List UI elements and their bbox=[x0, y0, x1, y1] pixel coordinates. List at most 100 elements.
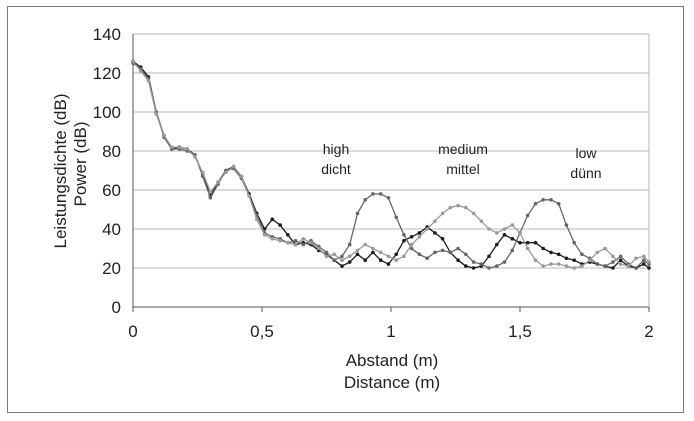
series-3-point bbox=[603, 246, 607, 251]
y-axis-title-en: Power (dB) bbox=[71, 121, 90, 206]
series-3-point bbox=[518, 231, 522, 235]
series-2-point bbox=[618, 254, 623, 259]
series-2-point bbox=[502, 260, 507, 264]
series-3-point bbox=[347, 254, 352, 259]
series-3-point bbox=[169, 145, 174, 149]
series-3-point bbox=[402, 254, 406, 259]
series-3-point bbox=[262, 233, 267, 237]
series-1-point bbox=[642, 262, 646, 266]
series-2-point bbox=[371, 192, 375, 196]
series-1-point bbox=[564, 256, 569, 261]
series-2-point bbox=[440, 248, 445, 253]
series-2-point bbox=[301, 242, 306, 247]
series-3-point bbox=[317, 246, 321, 251]
series-3-point bbox=[647, 260, 651, 264]
series-3-point bbox=[541, 264, 545, 268]
series-3-point bbox=[525, 246, 530, 251]
annotation-dicht: dicht bbox=[321, 161, 351, 177]
series-2-point bbox=[479, 262, 484, 266]
series-2-point bbox=[293, 238, 298, 243]
series-3-point bbox=[193, 155, 197, 159]
y-tick-label: 120 bbox=[93, 64, 121, 83]
series-group bbox=[131, 59, 651, 270]
series-1-point bbox=[440, 237, 445, 241]
series-2-point bbox=[386, 196, 391, 200]
series-1-point bbox=[495, 242, 499, 247]
series-3-point bbox=[595, 250, 600, 255]
series-2-point bbox=[556, 201, 561, 206]
annotation-high: high bbox=[323, 141, 349, 157]
series-3-point bbox=[572, 266, 576, 270]
series-3-point bbox=[324, 254, 329, 259]
series-1-point bbox=[533, 240, 538, 245]
annotation-low: low bbox=[575, 145, 597, 161]
series-1-point bbox=[518, 240, 522, 245]
series-3-point bbox=[247, 194, 251, 198]
series-1-point bbox=[549, 250, 553, 255]
series-3-point bbox=[587, 258, 592, 263]
series-3-point bbox=[611, 254, 615, 259]
series-2-point bbox=[448, 250, 453, 255]
series-3-point bbox=[556, 262, 561, 266]
series-1-point bbox=[417, 231, 422, 235]
series-3-point bbox=[386, 254, 391, 259]
grid-lines bbox=[133, 33, 649, 269]
y-tick-label: 80 bbox=[102, 142, 121, 161]
y-tick-label: 60 bbox=[102, 181, 121, 200]
series-3-point bbox=[154, 112, 158, 116]
series-1-point bbox=[611, 266, 615, 270]
series-3-point bbox=[533, 258, 538, 263]
series-3-point bbox=[363, 242, 368, 247]
series-1-point bbox=[409, 235, 414, 239]
series-3-point bbox=[340, 258, 344, 263]
series-2-point bbox=[634, 266, 638, 270]
series-2-point bbox=[487, 266, 491, 270]
series-3 bbox=[131, 59, 651, 270]
y-tick-label: 20 bbox=[102, 259, 121, 278]
series-3-point bbox=[286, 240, 290, 245]
series-1-point bbox=[572, 258, 576, 263]
series-3-point bbox=[309, 240, 313, 245]
annotation-duenn: dünn bbox=[570, 165, 601, 181]
series-3-point bbox=[433, 219, 437, 223]
series-3-point bbox=[278, 238, 282, 243]
series-1-point bbox=[456, 258, 460, 263]
series-2-point bbox=[324, 250, 329, 255]
series-2-point bbox=[642, 258, 646, 263]
y-tick-label: 40 bbox=[102, 220, 121, 239]
series-2-point bbox=[402, 233, 406, 237]
series-2-point bbox=[549, 198, 553, 202]
series-2-point bbox=[347, 242, 352, 247]
y-tick-labels: 0 20 40 60 80 100 120 140 bbox=[93, 25, 121, 317]
series-2-point bbox=[495, 264, 499, 268]
series-2-point bbox=[409, 246, 414, 251]
y-tick-label: 100 bbox=[93, 103, 121, 122]
series-2-point bbox=[355, 211, 360, 216]
series-3-point bbox=[479, 219, 484, 223]
x-tick-label: 1 bbox=[386, 322, 395, 341]
series-3-point bbox=[487, 227, 491, 231]
series-3-point bbox=[471, 211, 476, 216]
series-3-point bbox=[464, 205, 468, 210]
y-axis-title-de: Leistungsdichte (dB) bbox=[51, 94, 70, 249]
series-3-point bbox=[231, 164, 236, 169]
series-3-point bbox=[162, 133, 166, 138]
annotations: high dicht medium mittel low dünn bbox=[321, 141, 601, 181]
series-3-point bbox=[355, 248, 360, 253]
series-3-point bbox=[618, 262, 623, 266]
series-2-point bbox=[456, 246, 460, 251]
series-3-point bbox=[293, 242, 298, 247]
series-1-point bbox=[363, 258, 368, 263]
series-3-point bbox=[502, 227, 507, 231]
series-2-point bbox=[603, 264, 607, 268]
series-3-point bbox=[409, 242, 414, 247]
series-1-point bbox=[402, 238, 406, 243]
series-2-point bbox=[363, 198, 368, 202]
series-1-point bbox=[394, 252, 399, 257]
series-3-point bbox=[371, 246, 375, 251]
series-1-point bbox=[556, 252, 561, 257]
series-1-point bbox=[464, 264, 468, 268]
series-3-point bbox=[417, 235, 422, 239]
series-1-point bbox=[270, 217, 275, 222]
series-1-point bbox=[541, 246, 545, 251]
